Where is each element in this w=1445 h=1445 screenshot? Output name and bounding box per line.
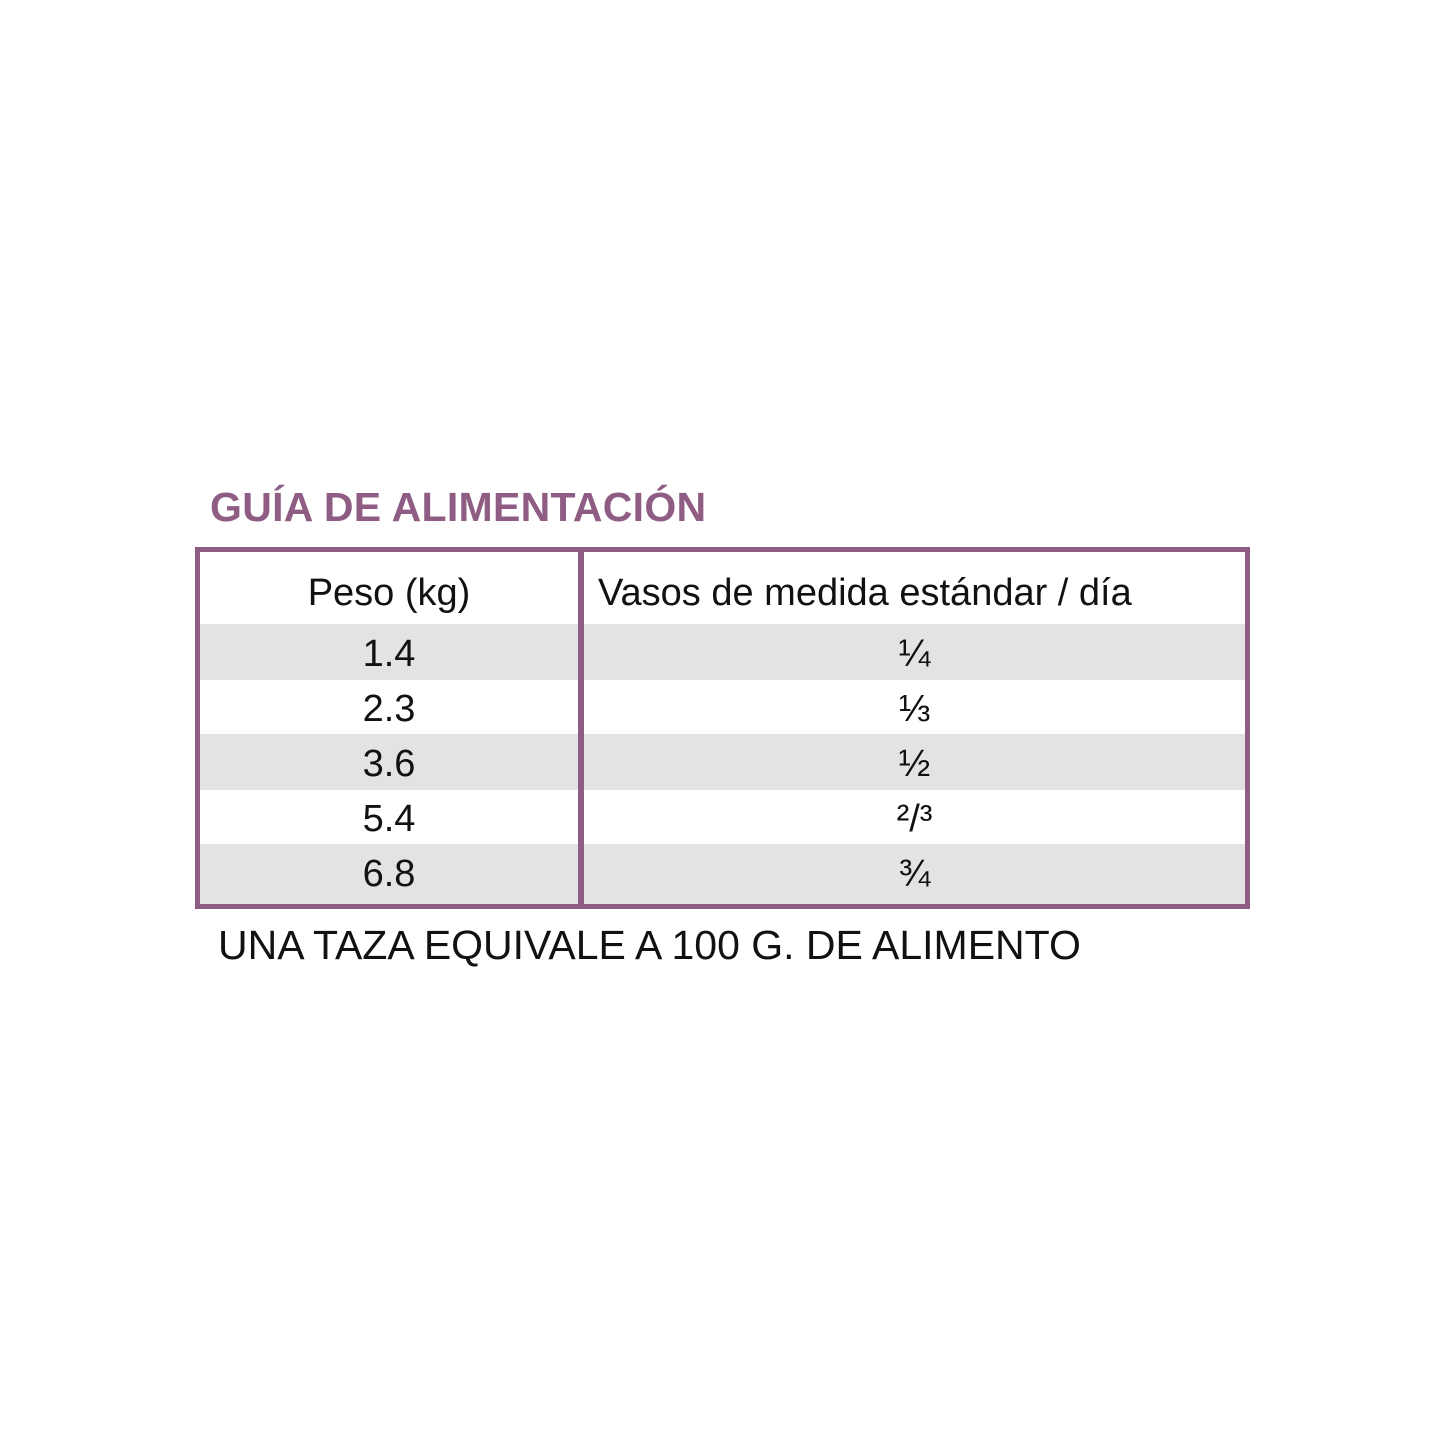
weight-cell: 2.3 xyxy=(362,688,416,730)
cups-cell: ½ xyxy=(898,743,931,785)
table-header-row: Peso (kg) Vasos de medida estándar / día xyxy=(200,562,1245,624)
cups-cell: ¾ xyxy=(898,853,931,895)
table-row: 3.6 ½ xyxy=(200,734,1245,790)
weight-cell: 6.8 xyxy=(362,853,416,895)
weight-cell: 5.4 xyxy=(362,798,416,840)
cups-cell: ⅓ xyxy=(898,688,931,730)
footnote: UNA TAZA EQUIVALE A 100 G. DE ALIMENTO xyxy=(218,922,1081,968)
feeding-table: Peso (kg) Vasos de medida estándar / día… xyxy=(195,547,1250,909)
table-row: 2.3 ⅓ xyxy=(200,680,1245,734)
table-row: 5.4 ²/³ xyxy=(200,790,1245,844)
weight-cell: 1.4 xyxy=(362,633,416,675)
cups-cell: ²/³ xyxy=(896,798,933,840)
table-row: 6.8 ¾ xyxy=(200,844,1245,904)
cups-cell: ¼ xyxy=(898,633,931,675)
header-cups: Vasos de medida estándar / día xyxy=(598,572,1132,614)
table-row: 1.4 ¼ xyxy=(200,624,1245,680)
weight-cell: 3.6 xyxy=(362,743,416,785)
column-divider xyxy=(578,552,584,904)
page-title: GUÍA DE ALIMENTACIÓN xyxy=(210,484,707,530)
header-weight: Peso (kg) xyxy=(307,572,471,614)
